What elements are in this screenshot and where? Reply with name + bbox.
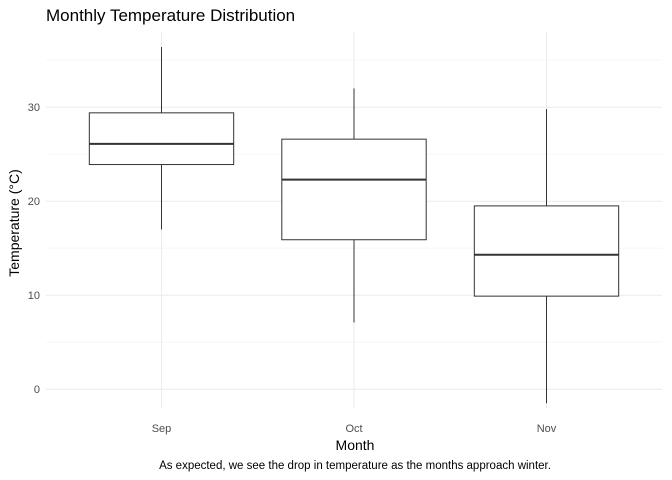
x-tick-label: Nov (537, 423, 557, 435)
interquartile-box (473, 205, 620, 297)
box-nov (473, 109, 620, 404)
y-tick-label: 30 (28, 102, 40, 114)
interquartile-box (281, 138, 427, 241)
chart-caption: As expected, we see the drop in temperat… (159, 460, 551, 472)
box-oct (281, 88, 427, 323)
tick-labels: 0 10 20 30 Sep Oct Nov (28, 102, 557, 435)
y-axis-title: Temperature (°C) (6, 169, 22, 277)
interquartile-box (88, 112, 235, 166)
chart-title: Monthly Temperature Distribution (46, 6, 296, 25)
box-sep (88, 47, 235, 230)
y-tick-label: 0 (34, 384, 40, 396)
y-tick-label: 10 (28, 290, 40, 302)
y-tick-label: 20 (28, 196, 40, 208)
x-tick-label: Oct (345, 423, 362, 435)
boxplots (88, 47, 620, 404)
x-tick-label: Sep (152, 423, 172, 435)
x-axis-title: Month (336, 437, 375, 453)
